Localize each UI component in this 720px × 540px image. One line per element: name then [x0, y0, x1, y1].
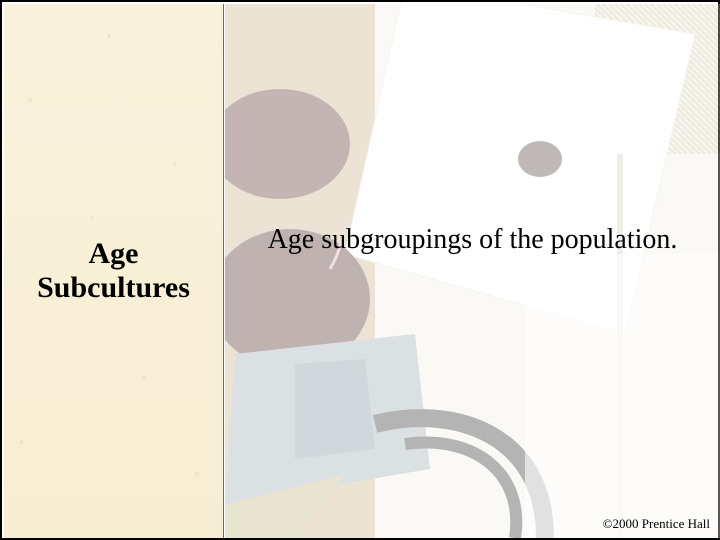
background-art — [225, 4, 720, 538]
slide-title: Age Subcultures — [37, 237, 190, 306]
right-panel: Age subgroupings of the population. ©200… — [225, 4, 720, 538]
slide-body-text: Age subgroupings of the population. — [265, 222, 680, 257]
title-line-2: Subcultures — [37, 271, 190, 304]
left-panel: Age Subcultures — [4, 4, 224, 538]
copyright-notice: ©2000 Prentice Hall — [603, 516, 710, 532]
title-line-1: Age — [89, 237, 139, 270]
slide: Age Subcultures — [0, 0, 720, 540]
